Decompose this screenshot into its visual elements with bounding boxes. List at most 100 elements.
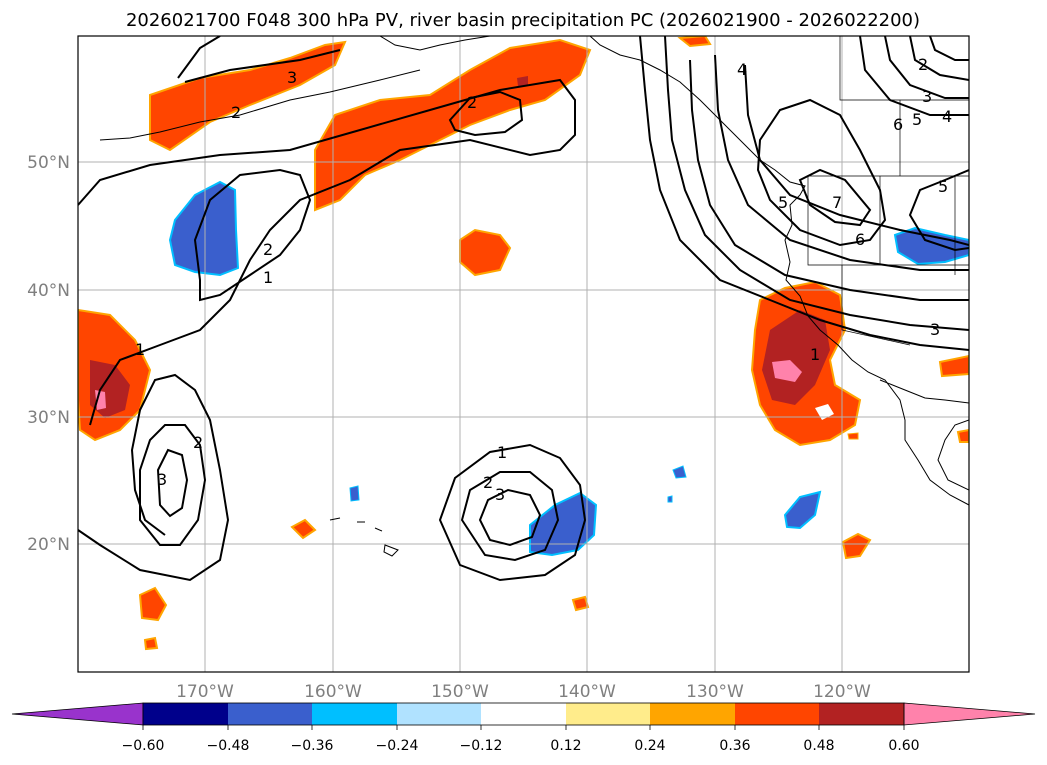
colorbar-seg-pos4 xyxy=(819,703,904,725)
contour-east-6 xyxy=(756,98,887,247)
colorbar-seg-pos2 xyxy=(650,703,735,725)
state-lines xyxy=(807,176,969,346)
contour-label-7-east: 7 xyxy=(832,193,842,212)
contour-label-1-east: 1 xyxy=(810,345,820,364)
lon-label-130w: 130°W xyxy=(686,682,744,702)
colorbar-arrow-left xyxy=(11,702,144,726)
shade-mid-blob xyxy=(459,228,512,277)
shade-blue-north-pacific xyxy=(168,180,240,277)
colorbar-seg-neg3 xyxy=(228,703,312,725)
aleutian-chain xyxy=(99,69,421,141)
lat-label-30n: 30°N xyxy=(27,408,70,428)
colorbar-seg-neg2 xyxy=(312,703,397,725)
colorbar-label-9: 0.48 xyxy=(803,738,834,754)
contour-interior xyxy=(908,169,969,252)
colorbar-seg-zero xyxy=(481,703,566,725)
gridlines xyxy=(78,36,969,672)
lat-label-50n: 50°N xyxy=(27,153,70,173)
contour-label-2-central: 2 xyxy=(483,473,493,492)
contour-northeast-c xyxy=(909,36,969,81)
lon-label-120w: 120°W xyxy=(813,682,871,702)
contour-label-4-ne: 4 xyxy=(942,107,952,126)
contour-east-1 xyxy=(639,36,969,351)
contour-label-6-east: 6 xyxy=(855,230,865,249)
shade-spot-b xyxy=(138,586,168,622)
shade-northwest-band xyxy=(149,40,347,152)
shade-spot-c xyxy=(143,636,159,651)
colorbar-label-7: 0.24 xyxy=(634,738,665,754)
lon-label-160w: 160°W xyxy=(304,682,362,702)
map-area: 3 2 2 2 1 1 2 3 1 2 3 4 5 7 6 6 5 4 3 2 … xyxy=(78,36,969,672)
alaska-coast xyxy=(379,36,491,51)
coastlines xyxy=(99,36,969,557)
colorbar-outline xyxy=(142,702,905,726)
colorbar-seg-neg1 xyxy=(397,703,481,725)
colorbar-label-10: 0.60 xyxy=(888,738,919,754)
contour-label-3-ne: 3 xyxy=(922,87,932,106)
contour-label-2-top: 2 xyxy=(231,103,241,122)
colorbar-seg-pos1 xyxy=(566,703,650,725)
colorbar-label-6: 0.12 xyxy=(550,738,581,754)
baja-coast xyxy=(879,379,969,404)
shade-blue-small-b xyxy=(672,465,687,479)
contour-labels: 3 2 2 2 1 1 2 3 1 2 3 4 5 7 6 6 5 4 3 2 … xyxy=(135,55,952,504)
lon-label-140w: 140°W xyxy=(558,682,616,702)
shade-spot-a xyxy=(290,518,317,540)
lat-label-20n: 20°N xyxy=(27,535,70,555)
shade-blue-small-c xyxy=(667,495,673,503)
lat-axis: 50°N 40°N 30°N 20°N xyxy=(27,153,70,555)
contour-northeast-a xyxy=(859,36,969,116)
shade-california-hole xyxy=(815,404,834,420)
contour-label-2-west: 2 xyxy=(263,240,273,259)
colorbar-seg-pos3 xyxy=(735,703,819,725)
shade-blue-great-basin xyxy=(893,226,969,266)
contour-east-4 xyxy=(714,54,969,271)
colorbar: −0.60 −0.48 −0.36 −0.24 −0.12 0.12 0.24 … xyxy=(11,702,1036,754)
colorbar-label-1: −0.60 xyxy=(122,738,165,754)
contour-1-west xyxy=(78,78,576,426)
contour-2-subtropic xyxy=(139,424,207,546)
shade-blue-east xyxy=(783,490,822,530)
contour-label-3-central: 3 xyxy=(495,485,505,504)
shade-top-spot xyxy=(677,36,712,48)
shade-california-red xyxy=(762,310,830,405)
contour-label-2-ne: 2 xyxy=(918,55,928,74)
contour-label-5-interior: 5 xyxy=(938,177,948,196)
contour-label-2-north: 2 xyxy=(467,93,477,112)
pv-contours xyxy=(78,36,969,582)
lon-label-170w: 170°W xyxy=(176,682,234,702)
contour-east-7 xyxy=(798,168,872,227)
lat-label-40n: 40°N xyxy=(27,281,70,301)
lon-label-150w: 150°W xyxy=(431,682,489,702)
map-frame xyxy=(77,35,970,673)
contour-label-5-east: 5 xyxy=(778,193,788,212)
colorbar-ticks xyxy=(142,725,905,730)
contour-northeast-b xyxy=(884,36,969,99)
contour-label-1-west: 1 xyxy=(263,268,273,287)
hawaii-islands xyxy=(329,517,399,557)
colorbar-label-2: −0.48 xyxy=(207,738,250,754)
mexico-coast xyxy=(937,419,969,491)
shade-blue-small-a xyxy=(349,485,360,502)
shade-baja-spot xyxy=(841,532,872,560)
lon-axis: 170°W 160°W 150°W 140°W 130°W 120°W xyxy=(176,682,871,702)
colorbar-arrow-right xyxy=(903,702,1036,726)
contour-1-central xyxy=(438,443,587,582)
shade-spot-d xyxy=(571,595,590,612)
colorbar-label-4: −0.24 xyxy=(376,738,419,754)
colorbar-seg-neg4 xyxy=(143,703,228,725)
contour-east-5 xyxy=(744,64,969,246)
north-america-coast xyxy=(589,36,969,506)
contour-east-2 xyxy=(664,36,969,331)
contour-label-1-sw: 1 xyxy=(135,340,145,359)
shade-spot-h xyxy=(517,76,528,86)
shade-spot-f xyxy=(938,354,969,378)
shade-california-pink xyxy=(772,360,802,382)
contour-label-3-sw: 3 xyxy=(157,470,167,489)
colorbar-label-8: 0.36 xyxy=(719,738,750,754)
colorbar-label-3: −0.36 xyxy=(291,738,334,754)
contour-3-top xyxy=(177,36,341,83)
contour-label-3-top: 3 xyxy=(287,68,297,87)
contour-label-1-central: 1 xyxy=(497,443,507,462)
contour-3-subtropic xyxy=(156,448,189,518)
